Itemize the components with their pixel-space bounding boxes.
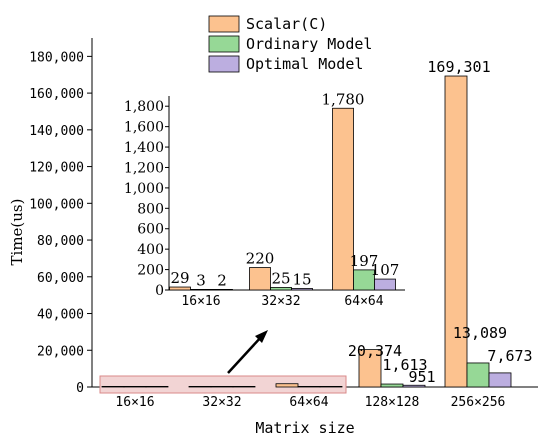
y-tick-label: 60,000: [37, 271, 84, 286]
bar-ordinary-model: [380, 383, 404, 388]
data-label: 13,089: [453, 324, 507, 342]
legend-swatch-scalar-c: [208, 15, 240, 33]
bar-optimal-model: [402, 384, 426, 388]
legend-label-scalar-c: Scalar(C): [246, 15, 327, 33]
inset-data-label: 107: [371, 261, 400, 279]
inset-x-tick-label: 64×64: [344, 294, 383, 309]
inset-bar-scalar-c: [249, 267, 271, 291]
data-label: 20,374: [348, 342, 402, 360]
y-tick-label: 160,000: [29, 87, 84, 102]
inset-data-label: 197: [350, 252, 379, 270]
inset-y-tick-label: 400: [137, 242, 164, 258]
bar-scalar-c: [188, 385, 212, 388]
x-tick-label: 64×64: [289, 395, 328, 410]
inset-y-tick-label: 800: [137, 201, 164, 217]
x-tick-label: 32×32: [202, 395, 241, 410]
y-tick-label: 180,000: [29, 50, 84, 65]
bar-scalar-c: [101, 385, 125, 388]
inset-bar-scalar-c: [169, 286, 191, 291]
bar-optimal-model: [319, 385, 343, 388]
x-tick-label: 128×128: [365, 395, 420, 410]
y-tick-label: 20,000: [37, 344, 84, 359]
x-axis-label: Matrix size: [255, 419, 354, 437]
y-axis-label: Time(us): [8, 199, 26, 266]
bar-ordinary-model: [123, 385, 147, 388]
inset-bar-scalar-c: [332, 107, 354, 291]
bar-optimal-model: [232, 385, 256, 388]
bar-ordinary-model: [466, 362, 490, 388]
inset-bar-ordinary-model: [270, 287, 292, 291]
inset-data-label: 3: [196, 271, 206, 289]
inset-data-label: 220: [246, 250, 275, 268]
bar-ordinary-model: [210, 385, 234, 388]
data-label: 169,301: [427, 58, 490, 76]
bar-optimal-model: [145, 385, 169, 388]
inset-bar-optimal-model: [211, 288, 233, 291]
inset-data-label: 25: [271, 269, 290, 287]
inset-y-tick-label: 1,200: [124, 160, 164, 176]
inset-y-tick-label: 1,800: [124, 99, 164, 115]
y-tick-label: 80,000: [37, 234, 84, 249]
y-tick-label: 100,000: [29, 197, 84, 212]
bar-scalar-c: [358, 349, 382, 388]
y-tick-label: 0: [76, 381, 84, 396]
y-tick-label: 40,000: [37, 308, 84, 323]
inset-data-label: 29: [170, 269, 189, 287]
inset-y-tick-label: 1,600: [124, 120, 164, 136]
legend: Scalar(C) Ordinary Model Optimal Model: [208, 15, 372, 73]
inset-x-tick-label: 16×16: [181, 294, 220, 309]
inset-y-tick-label: 0: [155, 283, 164, 299]
bar-optimal-model: [488, 372, 512, 388]
zoom-arrow: [227, 335, 263, 374]
data-label: 951: [408, 368, 435, 386]
legend-label-ordinary-model: Ordinary Model: [246, 35, 372, 53]
inset-bar-optimal-model: [374, 278, 396, 291]
y-tick-label: 120,000: [29, 161, 84, 176]
inset-data-label: 15: [292, 270, 311, 288]
inset-y-tick-label: 600: [137, 222, 164, 238]
y-tick-label: 140,000: [29, 124, 84, 139]
x-tick-label: 256×256: [451, 395, 506, 410]
zoom-arrow-head: [255, 330, 268, 343]
inset-plot: 0 200 400 600 800 1,000 1,200 1,400 1,600 1,800 29…: [124, 90, 405, 309]
inset-bar-optimal-model: [291, 288, 313, 291]
legend-swatch-ordinary-model: [208, 35, 240, 53]
inset-data-label: 2: [217, 271, 227, 289]
inset-y-tick-label: 1,000: [124, 181, 164, 197]
bar-scalar-c: [444, 75, 468, 388]
inset-y-tick-label: 1,400: [124, 140, 164, 156]
legend-swatch-optimal-model: [208, 55, 240, 73]
bar-scalar-c: [275, 383, 299, 388]
legend-label-optimal-model: Optimal Model: [246, 55, 363, 73]
highlight-region: [99, 375, 347, 394]
inset-data-label: 1,780: [322, 90, 365, 108]
inset-bar-ordinary-model: [190, 288, 212, 291]
x-tick-label: 16×16: [115, 395, 154, 410]
data-label: 7,673: [487, 347, 532, 365]
bar-ordinary-model: [297, 385, 321, 388]
data-label: 1,613: [382, 356, 427, 374]
main-plot: 0 20,000 40,000 60,000 80,000 100,000 120,000 1…: [29, 38, 538, 410]
inset-y-tick-label: 200: [137, 263, 164, 279]
inset-x-tick-label: 32×32: [261, 294, 300, 309]
